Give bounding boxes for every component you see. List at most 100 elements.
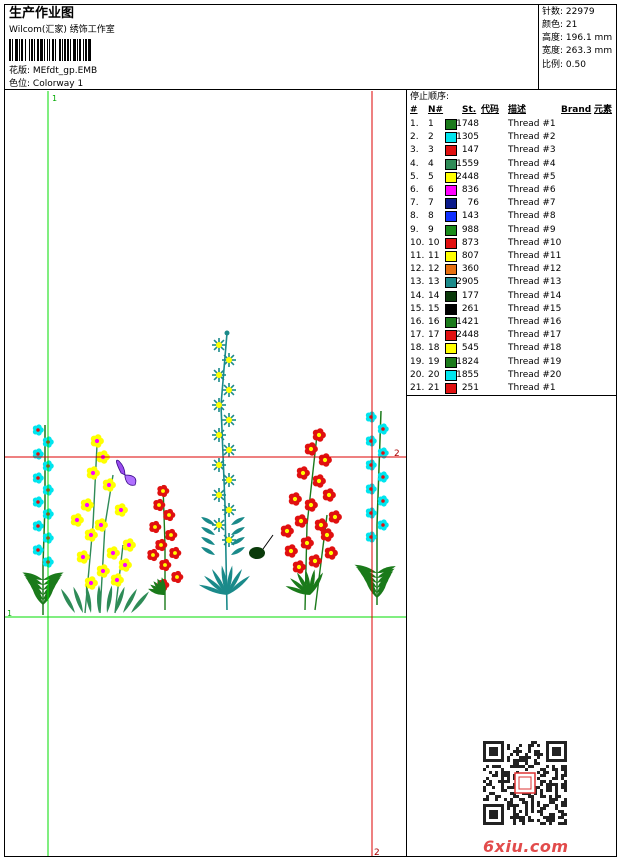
row-needle: 14 (428, 290, 440, 301)
marker-top-left: 1 (52, 94, 57, 103)
row-color-swatch (445, 303, 457, 315)
row-stitches: 1421 (456, 317, 479, 327)
row-number: 5. (410, 171, 419, 182)
row-number: 6. (410, 185, 419, 195)
row-number: 20. (410, 369, 425, 380)
stat-width: 宽度: 263.3 mm (542, 46, 613, 56)
stat-colors: 颜色: 21 (542, 20, 578, 30)
row-number: 10. (410, 237, 425, 248)
row-needle: 20 (428, 369, 440, 380)
row-needle: 3 (428, 145, 434, 156)
col-brand: Brand (561, 105, 592, 115)
row-stitches: 2905 (456, 277, 479, 288)
row-stitches: 1305 (456, 132, 479, 143)
company-name: Wilcom(汇家) 绣饰工作室 (9, 25, 115, 35)
stat-stitches: 针数: 22979 (542, 7, 595, 17)
row-color-swatch (445, 330, 457, 342)
row-description: Thread #10 (508, 237, 562, 248)
marker-right: 2 (394, 449, 400, 459)
production-sheet: 生产作业图 Wilcom(汇家) 绣饰工作室 花版: MEfdt_gp.EMB … (4, 4, 617, 857)
row-color-swatch (445, 383, 457, 394)
row-needle: 7 (428, 198, 434, 209)
col-element: 元素 (594, 105, 613, 115)
table-row: 11. 11 807 Thread #11 (5, 251, 561, 264)
row-color-swatch (445, 145, 457, 157)
row-needle: 12 (428, 264, 440, 275)
embroidery-preview: 1 2 1 2 (5, 91, 406, 856)
col-needle: N# (428, 105, 444, 115)
row-needle: 17 (428, 330, 440, 341)
row-color-swatch (445, 290, 457, 302)
row-description: Thread #1 (508, 383, 556, 393)
row-description: Thread #15 (508, 303, 562, 314)
marker-bottom: 2 (374, 848, 380, 856)
row-description: Thread #16 (508, 317, 562, 327)
table-row: 7. 7 76 Thread #7 (5, 198, 556, 211)
table-row: 12. 12 360 Thread #12 (5, 264, 561, 277)
flower-artwork (22, 330, 396, 615)
pattern-label: 花版: (9, 66, 31, 76)
stop-sequence-heading: 停止顺序: (410, 92, 450, 102)
table-row: 4. 4 1559 Thread #4 (5, 158, 556, 172)
table-row: 8. 8 143 Thread #8 (5, 211, 556, 224)
row-needle: 16 (428, 317, 440, 327)
row-description: Thread #14 (508, 290, 562, 301)
row-stitches: 251 (461, 383, 479, 393)
row-color-swatch (445, 158, 457, 170)
row-number: 21. (410, 383, 425, 393)
table-row: 1. 1 1748 Thread #1 (5, 119, 556, 132)
row-description: Thread #17 (508, 330, 562, 341)
row-stitches: 2448 (456, 171, 479, 182)
row-description: Thread #1 (508, 119, 556, 129)
row-color-swatch (445, 264, 457, 276)
row-number: 19. (410, 356, 425, 367)
table-row: 10. 10 873 Thread #10 (5, 237, 561, 251)
stat-scale: 比例: 0.50 (542, 60, 586, 70)
row-stitches: 360 (461, 264, 479, 275)
row-number: 4. (410, 158, 419, 169)
row-needle: 21 (428, 383, 440, 393)
row-number: 1. (410, 119, 419, 129)
row-color-swatch (445, 251, 457, 262)
table-row: 14. 14 177 Thread #14 (5, 290, 561, 304)
row-number: 17. (410, 330, 425, 341)
row-needle: 18 (428, 343, 440, 354)
col-description: 描述 (508, 105, 527, 115)
barcode (9, 39, 91, 61)
colorway-label: 色位: (9, 79, 31, 89)
row-stitches: 177 (461, 290, 479, 301)
row-description: Thread #20 (508, 369, 562, 380)
row-description: Thread #9 (508, 224, 556, 235)
pattern-line: 花版: MEfdt_gp.EMB (9, 67, 97, 76)
table-row: 5. 5 2448 Thread #5 (5, 171, 556, 185)
stats-divider (538, 5, 539, 89)
watermark-site: 6xiu.com (483, 837, 569, 856)
stat-height: 高度: 196.1 mm (542, 33, 613, 43)
row-needle: 19 (428, 356, 440, 367)
row-stitches: 2448 (456, 330, 479, 341)
row-needle: 1 (428, 119, 434, 129)
row-description: Thread #6 (508, 185, 556, 195)
row-number: 7. (410, 198, 419, 209)
table-row: 15. 15 261 Thread #15 (5, 303, 561, 317)
col-num: # (410, 105, 418, 115)
row-number: 14. (410, 290, 425, 301)
row-stitches: 807 (461, 251, 479, 261)
row-stitches: 143 (461, 211, 479, 222)
qr-logo-stamp (514, 772, 536, 794)
column-divider (406, 89, 407, 856)
row-stitches: 1855 (456, 369, 479, 380)
row-number: 15. (410, 303, 425, 314)
row-number: 13. (410, 277, 425, 288)
row-number: 12. (410, 264, 425, 275)
pattern-value: MEfdt_gp.EMB (32, 66, 98, 76)
row-number: 16. (410, 317, 425, 327)
row-needle: 8 (428, 211, 434, 222)
row-description: Thread #19 (508, 356, 562, 367)
row-needle: 10 (428, 237, 440, 248)
row-needle: 9 (428, 224, 434, 235)
row-needle: 11 (428, 251, 440, 261)
row-color-swatch (445, 198, 457, 210)
row-color-swatch (445, 171, 457, 183)
row-number: 11. (410, 251, 425, 261)
